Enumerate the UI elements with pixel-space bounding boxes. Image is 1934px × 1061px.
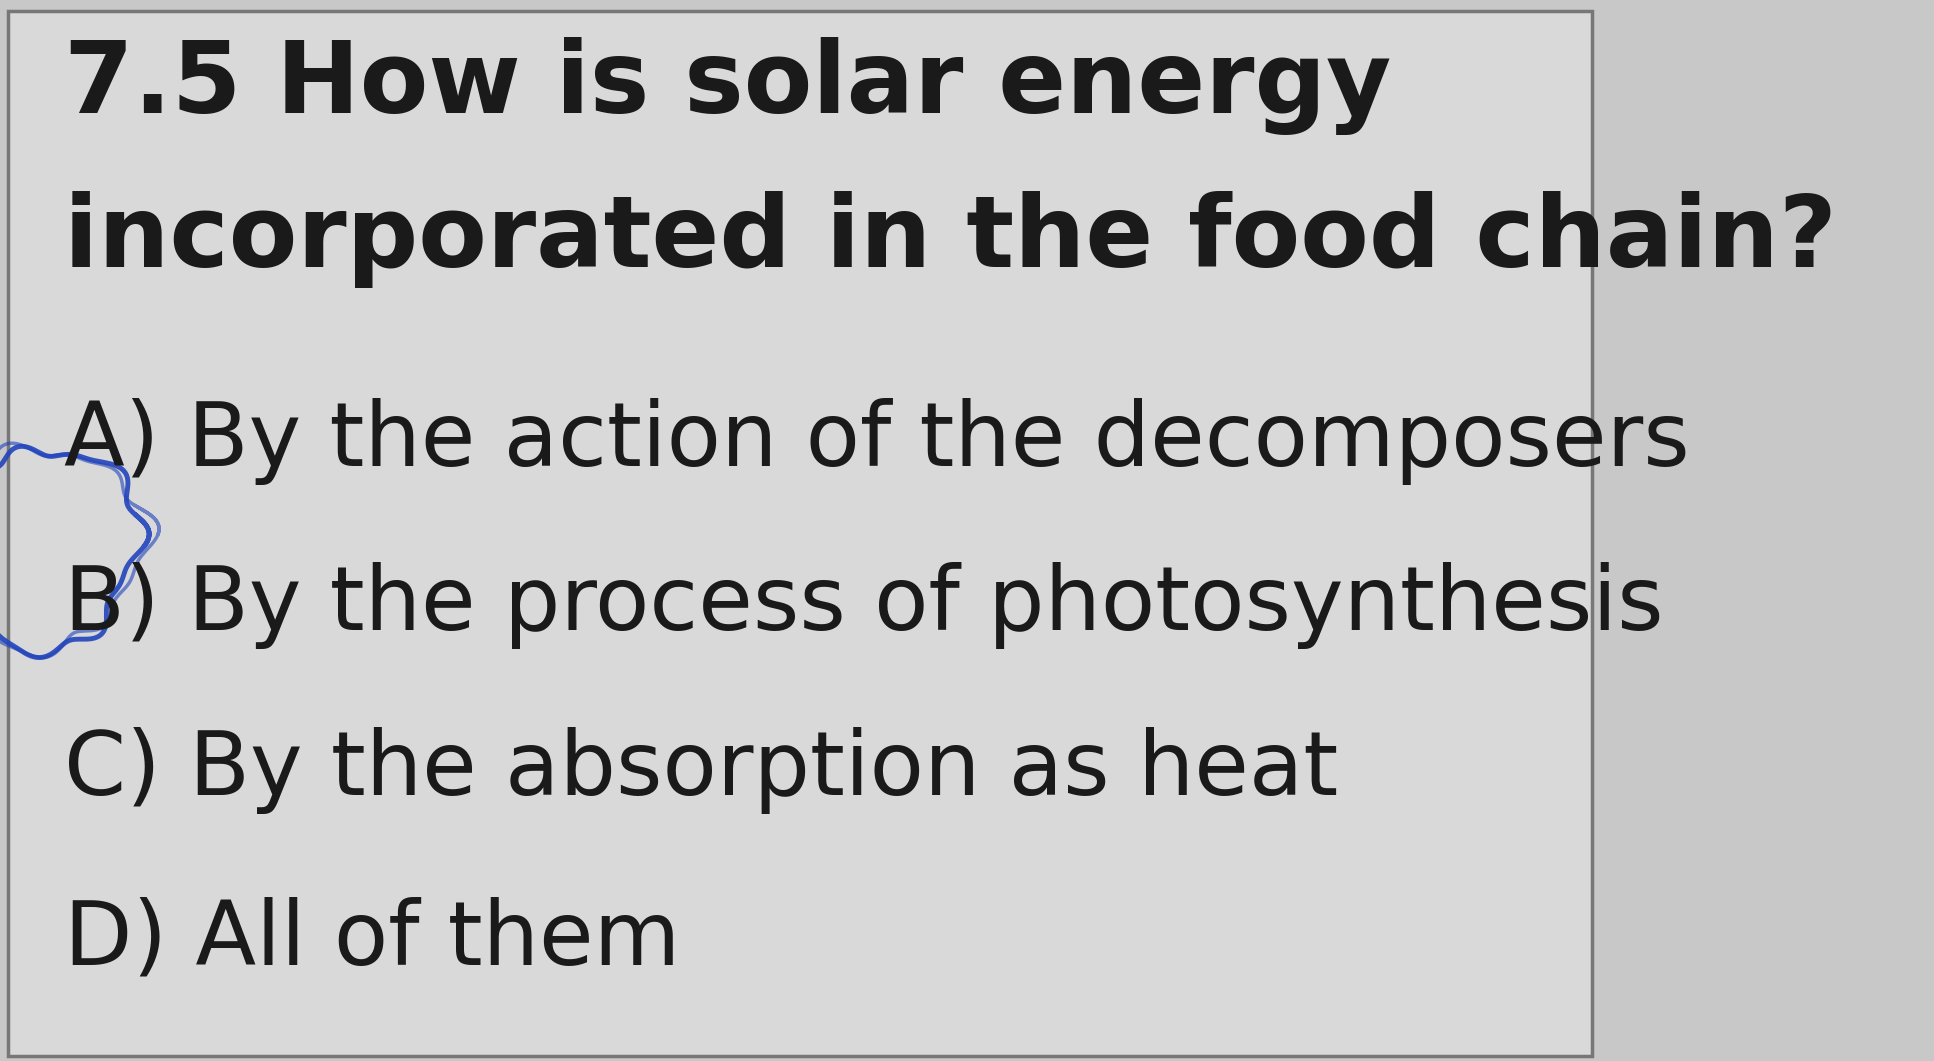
FancyBboxPatch shape <box>8 11 1592 1056</box>
Text: incorporated in the food chain?: incorporated in the food chain? <box>64 191 1837 288</box>
Text: A) By the action of the decomposers: A) By the action of the decomposers <box>64 398 1690 485</box>
Text: B) By the process of photosynthesis: B) By the process of photosynthesis <box>64 562 1663 649</box>
Text: 7.5 How is solar energy: 7.5 How is solar energy <box>64 37 1391 135</box>
Text: C) By the absorption as heat: C) By the absorption as heat <box>64 727 1338 814</box>
Text: D) All of them: D) All of them <box>64 897 681 984</box>
